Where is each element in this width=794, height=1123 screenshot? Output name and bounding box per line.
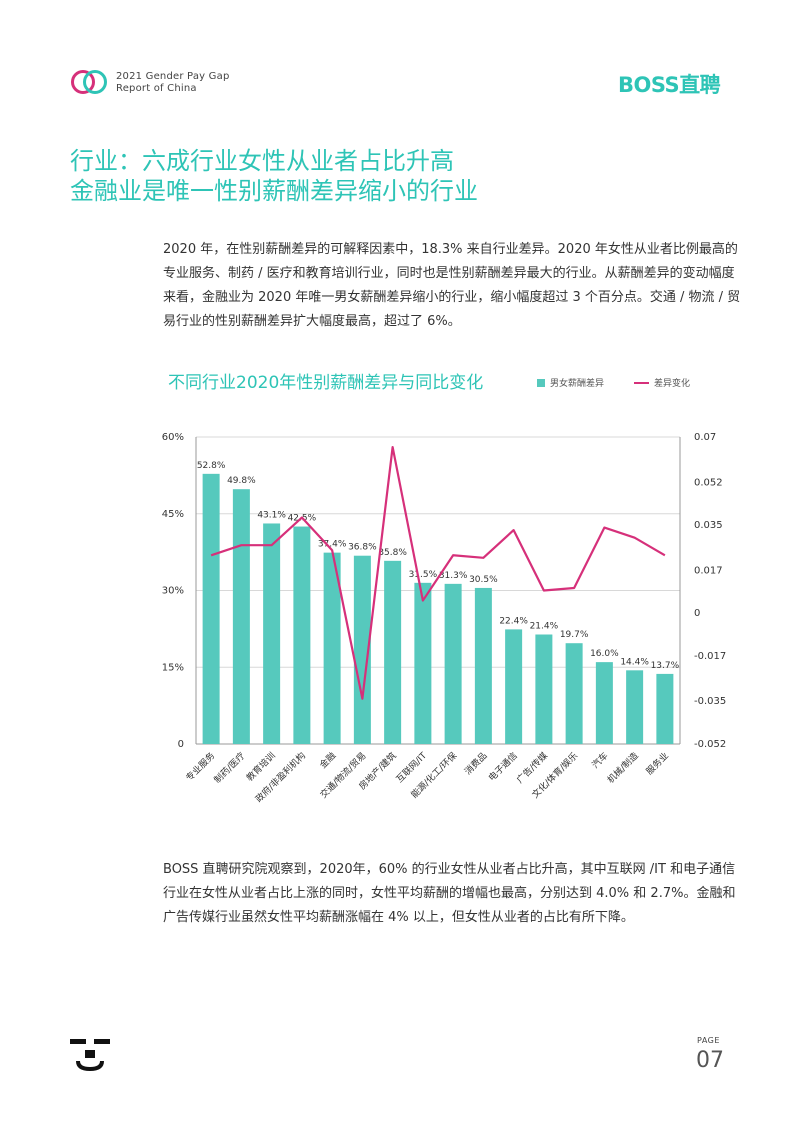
bar bbox=[293, 526, 311, 744]
bar-value-label: 16.0% bbox=[590, 649, 619, 659]
y-tick-left: 15% bbox=[162, 662, 184, 673]
bar bbox=[232, 489, 250, 744]
chart-title: 不同行业2020年性别薪酬差异与同比变化 bbox=[168, 373, 484, 393]
y-tick-right: -0.035 bbox=[694, 696, 726, 707]
bar-value-label: 30.5% bbox=[469, 575, 498, 585]
bar bbox=[474, 587, 492, 744]
bar-value-label: 36.8% bbox=[348, 543, 377, 553]
x-tick-label: 政府/非盈利机构 bbox=[253, 750, 308, 805]
x-tick-label: 消费品 bbox=[462, 750, 490, 778]
bar bbox=[535, 634, 553, 744]
bar-value-label: 31.5% bbox=[409, 570, 438, 580]
bar-value-label: 22.4% bbox=[499, 616, 528, 626]
report-logo-icon bbox=[71, 70, 107, 94]
y-tick-right: 0.07 bbox=[694, 432, 716, 443]
report-title-line1: 2021 Gender Pay Gap bbox=[116, 71, 230, 82]
bar-value-label: 14.4% bbox=[620, 657, 649, 667]
legend-line-label: 差异变化 bbox=[654, 379, 691, 389]
legend-bar-label: 男女薪酬差异 bbox=[550, 379, 605, 389]
bar-value-label: 49.8% bbox=[227, 476, 256, 486]
closing-paragraph: BOSS 直聘研究院观察到，2020年，60% 的行业女性从业者占比升高，其中互… bbox=[163, 862, 736, 925]
y-tick-left: 60% bbox=[162, 432, 184, 443]
chart-legend: 男女薪酬差异 差异变化 bbox=[537, 376, 690, 389]
bar-value-label: 35.8% bbox=[378, 548, 407, 558]
bar bbox=[444, 583, 462, 744]
y-tick-right: 0.052 bbox=[694, 477, 723, 488]
bar bbox=[202, 473, 220, 744]
headline-line1: 行业：六成行业女性从业者占比升高 bbox=[70, 147, 454, 175]
bar bbox=[263, 523, 281, 744]
x-tick-label: 制药/医疗 bbox=[211, 750, 247, 786]
bar bbox=[414, 582, 432, 744]
bar-value-label: 43.1% bbox=[257, 510, 286, 520]
bar-value-label: 31.3% bbox=[439, 571, 468, 581]
y-tick-left: 0 bbox=[178, 739, 184, 750]
bar-value-label: 21.4% bbox=[530, 622, 559, 632]
bar bbox=[626, 670, 644, 744]
brand-logo: BOSS直聘 bbox=[618, 73, 721, 97]
y-tick-right: 0 bbox=[694, 608, 700, 619]
page-headline: 行业：六成行业女性从业者占比升高 金融业是唯一性别薪酬差异缩小的行业 bbox=[70, 146, 478, 206]
bar-value-label: 19.7% bbox=[560, 630, 589, 640]
headline-line2: 金融业是唯一性别薪酬差异缩小的行业 bbox=[70, 177, 478, 205]
y-tick-right: -0.052 bbox=[694, 739, 726, 750]
bar bbox=[565, 643, 583, 744]
bar-value-label: 13.7% bbox=[651, 661, 680, 671]
legend-line-swatch bbox=[634, 381, 650, 384]
report-title-line2: Report of China bbox=[116, 83, 197, 94]
intro-paragraph: 2020 年，在性别薪酬差异的可解释因素中，18.3% 来自行业差异。2020 … bbox=[163, 242, 741, 329]
bar bbox=[353, 555, 371, 744]
footer-logo-icon bbox=[70, 1039, 110, 1071]
x-tick-label: 金融 bbox=[317, 750, 338, 771]
y-tick-right: -0.017 bbox=[694, 651, 726, 662]
y-tick-left: 45% bbox=[162, 509, 184, 520]
bar bbox=[595, 662, 613, 744]
line-series bbox=[210, 445, 666, 700]
bar-value-label: 37.4% bbox=[318, 540, 347, 550]
pay-gap-chart: 0 15% 30% 45% 60% 0.07 0.052 0.035 0.017 0 -0.017 -… bbox=[162, 432, 726, 805]
bar bbox=[384, 560, 402, 744]
page-number: 07 bbox=[696, 1048, 724, 1073]
report-title: 2021 Gender Pay Gap Report of China bbox=[116, 71, 230, 95]
x-tick-label: 服务业 bbox=[643, 750, 671, 778]
y-tick-right: 0.017 bbox=[694, 565, 723, 576]
legend-bar-swatch bbox=[537, 378, 545, 387]
x-tick-label: 机械/制造 bbox=[605, 750, 641, 786]
x-tick-label: 汽车 bbox=[589, 750, 610, 771]
y-tick-right: 0.035 bbox=[694, 520, 723, 531]
page-label: PAGE bbox=[697, 1036, 720, 1045]
bar-value-label: 52.8% bbox=[197, 461, 226, 471]
y-tick-left: 30% bbox=[162, 586, 184, 597]
bar bbox=[656, 673, 674, 744]
bar bbox=[323, 552, 341, 744]
bar bbox=[505, 629, 523, 744]
